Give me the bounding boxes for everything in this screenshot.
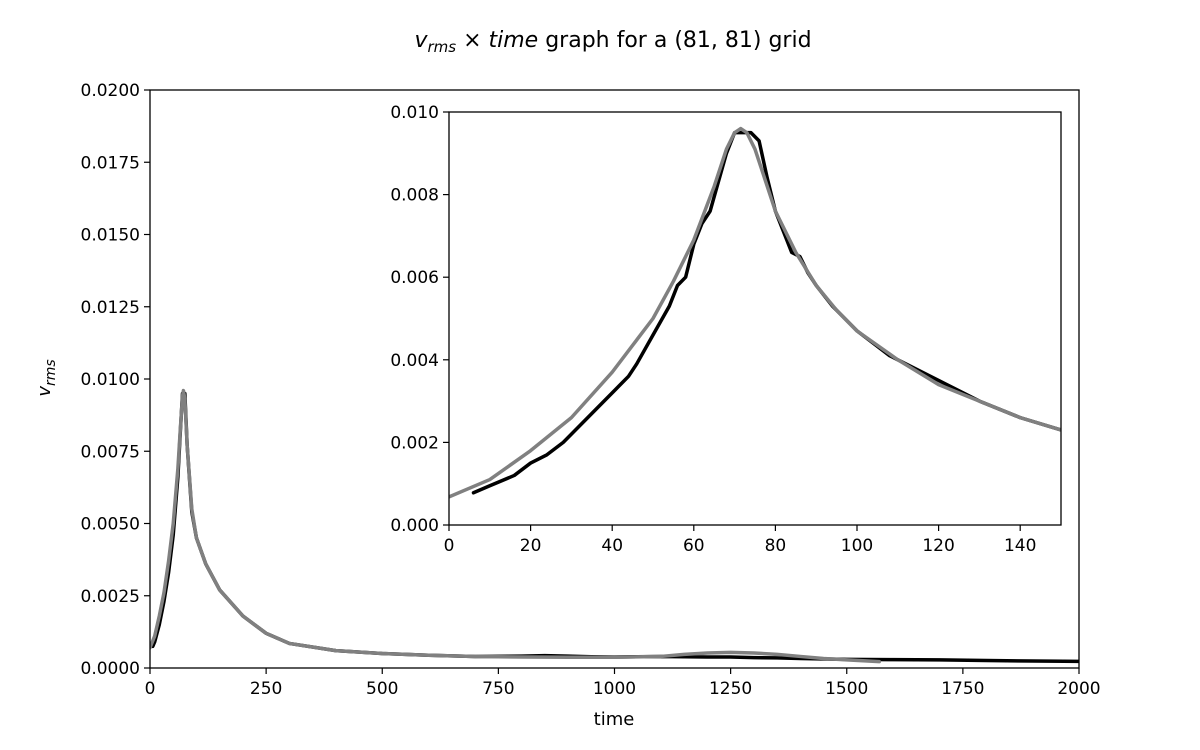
inset-series-line-2 bbox=[449, 126, 1061, 499]
main-y-tick-label: 0.0150 bbox=[81, 226, 140, 246]
inset-x-tick-label: 20 bbox=[520, 536, 542, 556]
main-x-tick-label: 500 bbox=[366, 679, 398, 699]
main-series-line-2 bbox=[150, 388, 882, 664]
inset-x-tick-label: 60 bbox=[683, 536, 705, 556]
main-y-tick-label: 0.0125 bbox=[81, 298, 140, 318]
main-y-tick-label: 0.0050 bbox=[81, 515, 140, 535]
inset-plot: 0 20 40 60 80 100 120 140 0.000 0.002 0.004 0.006 0.… bbox=[390, 103, 1062, 556]
inset-x-tick-label: 80 bbox=[765, 536, 787, 556]
inset-y-tick-label: 0.008 bbox=[390, 186, 439, 206]
inset-axes-frame bbox=[448, 111, 1062, 526]
inset-x-tick-label: 120 bbox=[922, 536, 954, 556]
main-y-tick-label: 0.0025 bbox=[81, 587, 140, 607]
main-x-tick-label: 1500 bbox=[825, 679, 868, 699]
main-y-tick-label: 0.0075 bbox=[81, 442, 140, 462]
main-y-tick-label: 0.0100 bbox=[81, 370, 140, 390]
inset-y-tick-label: 0.002 bbox=[390, 433, 439, 453]
inset-y-tick-label: 0.006 bbox=[390, 268, 439, 288]
inset-x-tick-label: 0 bbox=[444, 536, 455, 556]
main-y-tick-label: 0.0175 bbox=[81, 153, 140, 173]
main-y-axis-label: vrms bbox=[34, 359, 59, 396]
main-x-tick-label: 750 bbox=[482, 679, 514, 699]
main-x-tick-label: 1000 bbox=[593, 679, 636, 699]
main-y-tick-label: 0.0000 bbox=[81, 659, 140, 679]
inset-x-tick-label: 40 bbox=[601, 536, 623, 556]
main-x-tick-label: 250 bbox=[250, 679, 282, 699]
inset-plot-background bbox=[449, 112, 1061, 525]
inset-x-tick-label: 100 bbox=[841, 536, 873, 556]
main-y-tick-label: 0.0200 bbox=[81, 81, 140, 101]
main-x-tick-label: 0 bbox=[145, 679, 156, 699]
inset-y-tick-label: 0.004 bbox=[390, 351, 439, 371]
main-x-tick-label: 2000 bbox=[1057, 679, 1100, 699]
inset-y-tick-label: 0.000 bbox=[390, 516, 439, 536]
inset-x-tick-label: 140 bbox=[1004, 536, 1036, 556]
main-series-group bbox=[150, 388, 1079, 664]
inset-series-group bbox=[449, 126, 1061, 499]
chart-title: vrms × time graph for a (81, 81) grid bbox=[414, 28, 811, 56]
main-x-axis-label: time bbox=[594, 709, 635, 730]
inset-y-tick-label: 0.010 bbox=[390, 103, 439, 123]
main-x-tick-label: 1750 bbox=[941, 679, 984, 699]
main-x-tick-label: 1250 bbox=[709, 679, 752, 699]
